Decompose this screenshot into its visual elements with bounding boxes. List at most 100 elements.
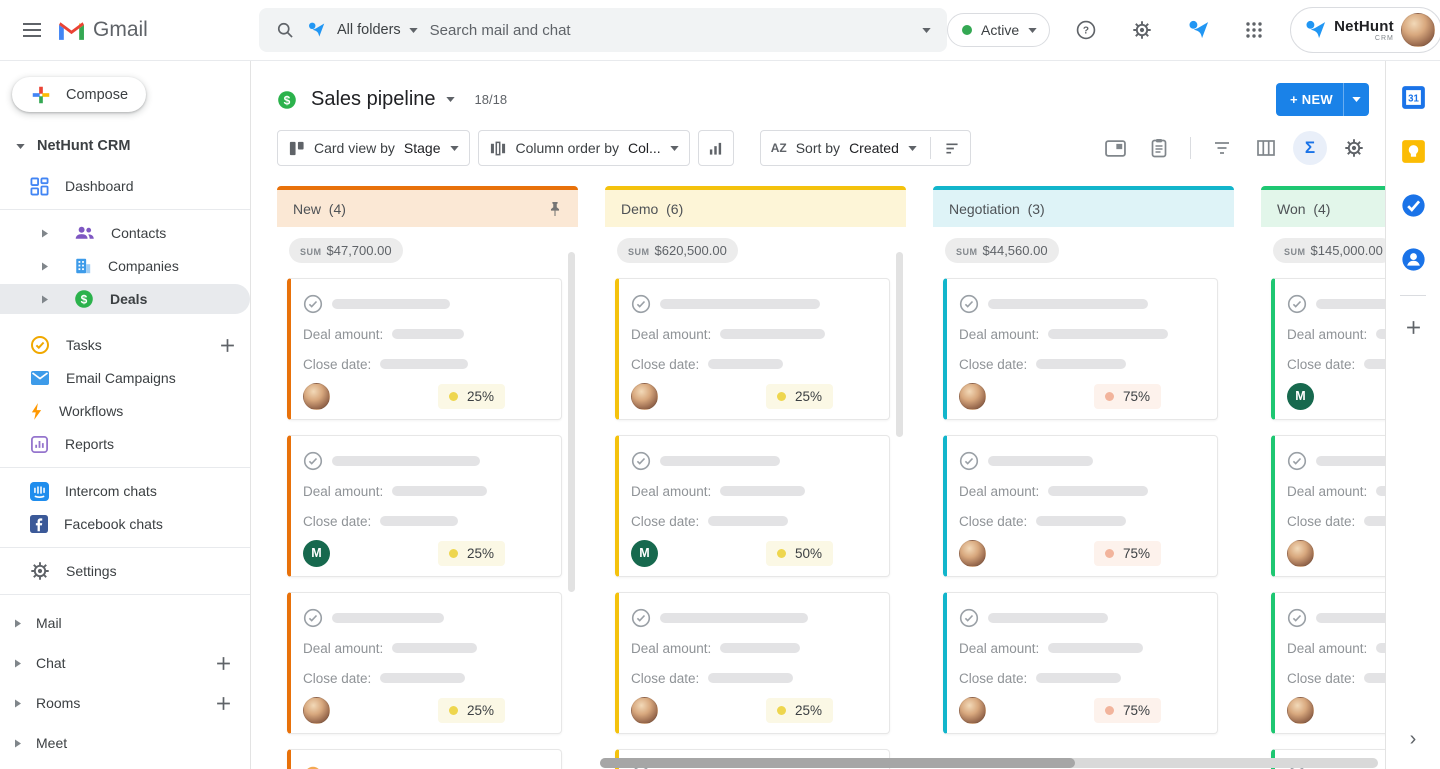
- check-circle-icon: [1287, 451, 1307, 471]
- sum-toggle-button[interactable]: Σ: [1293, 131, 1327, 165]
- deal-card[interactable]: Deal amount: Close date: 75%: [943, 278, 1218, 420]
- chevron-right-icon[interactable]: ›: [1409, 728, 1417, 750]
- sidebar-item-intercom-chats[interactable]: Intercom chats: [0, 476, 250, 506]
- probability-dot-icon: [448, 548, 458, 558]
- horizontal-scrollbar[interactable]: [600, 758, 1378, 768]
- deal-card[interactable]: $ Deal amount: Close date:: [287, 749, 562, 769]
- google-apps-button[interactable]: [1234, 10, 1274, 50]
- hamburger-menu-button[interactable]: [12, 10, 52, 50]
- deal-card[interactable]: Deal amount: Close date: M 25%: [287, 435, 562, 577]
- scrollbar-thumb[interactable]: [600, 758, 1075, 768]
- assignee-avatar[interactable]: M: [1287, 382, 1314, 410]
- new-button-dropdown[interactable]: [1343, 83, 1369, 116]
- column-order-dropdown[interactable]: Column order by Col...: [477, 130, 690, 166]
- sort-dropdown[interactable]: AZ Sort by Created: [759, 130, 971, 166]
- tree-chevron-icon[interactable]: [32, 262, 58, 271]
- google-tasks-icon[interactable]: [1401, 193, 1426, 218]
- view-settings-button[interactable]: [1337, 131, 1371, 165]
- search-icon[interactable]: [275, 20, 295, 40]
- gmail-logo[interactable]: Gmail: [58, 18, 148, 42]
- deal-card[interactable]: Deal amount: Close date: 25%: [615, 592, 890, 734]
- sidebar-section-chat[interactable]: Chat: [0, 643, 250, 683]
- add-addon-button[interactable]: [1405, 319, 1422, 336]
- sidebar-item-email-campaigns[interactable]: Email Campaigns: [0, 363, 250, 393]
- add-icon[interactable]: [219, 337, 236, 354]
- close-date-placeholder: [1364, 673, 1385, 683]
- tree-chevron-icon[interactable]: [32, 295, 58, 304]
- nethunt-account-pill[interactable]: NetHunt CRM: [1290, 7, 1440, 53]
- assignee-avatar[interactable]: [959, 382, 986, 410]
- tree-chevron-icon[interactable]: [32, 229, 58, 238]
- view-switch-chevron-icon[interactable]: [445, 97, 455, 102]
- help-button[interactable]: ?: [1066, 10, 1106, 50]
- search-input[interactable]: Search mail and chat: [429, 21, 571, 39]
- deal-card[interactable]: Deal amount: Close date: M: [1271, 278, 1385, 420]
- deal-card[interactable]: Deal amount: Close date: M 50%: [615, 435, 890, 577]
- assignee-avatar[interactable]: [303, 382, 330, 410]
- google-calendar-icon[interactable]: 31: [1401, 85, 1426, 110]
- companies-icon: [74, 257, 92, 275]
- new-record-button[interactable]: + NEW: [1275, 83, 1369, 116]
- sidebar-item-deals[interactable]: $ Deals: [0, 284, 250, 314]
- sidebar-item-contacts[interactable]: Contacts: [0, 218, 250, 248]
- sidebar-item-settings[interactable]: Settings: [0, 556, 250, 586]
- search-bar[interactable]: All folders Search mail and chat: [259, 8, 947, 52]
- deal-card[interactable]: Deal amount: Close date: 25%: [287, 592, 562, 734]
- column-scrollbar[interactable]: [568, 252, 575, 592]
- column-header[interactable]: New (4): [277, 190, 578, 227]
- column-header[interactable]: Won (4): [1261, 190, 1385, 227]
- assignee-avatar[interactable]: [631, 382, 658, 410]
- add-icon[interactable]: [215, 655, 232, 672]
- sidebar-item-facebook-chats[interactable]: Facebook chats: [0, 509, 250, 539]
- sidebar-item-reports[interactable]: Reports: [0, 429, 250, 459]
- card-preview-toggle[interactable]: [1098, 131, 1132, 165]
- sidebar-section-meet[interactable]: Meet: [0, 723, 250, 763]
- column-header[interactable]: Negotiation (3): [933, 190, 1234, 227]
- assignee-avatar[interactable]: [959, 696, 986, 724]
- column-stats-button[interactable]: [697, 130, 734, 166]
- nethunt-extension-button[interactable]: [1178, 10, 1218, 50]
- assignee-avatar[interactable]: [1287, 539, 1314, 567]
- section-label: Rooms: [36, 695, 81, 711]
- settings-button[interactable]: [1122, 10, 1162, 50]
- search-options-chevron-icon[interactable]: [922, 27, 931, 33]
- close-date-label: Close date:: [303, 356, 372, 372]
- column-header[interactable]: Demo (6): [605, 190, 906, 227]
- filter-button[interactable]: [1205, 131, 1239, 165]
- sidebar-item-companies[interactable]: Companies: [0, 251, 250, 281]
- status-label: Active: [981, 22, 1020, 38]
- sidebar-section-nethunt-crm[interactable]: NetHunt CRM: [0, 112, 250, 168]
- assignee-avatar[interactable]: M: [631, 539, 658, 567]
- board-toolbar: Card view by Stage Column order by Col..…: [251, 122, 1385, 178]
- columns-button[interactable]: [1249, 131, 1283, 165]
- deal-card[interactable]: Deal amount: Close date:: [1271, 592, 1385, 734]
- card-view-dropdown[interactable]: Card view by Stage: [277, 130, 470, 166]
- assignee-avatar[interactable]: [1287, 696, 1314, 724]
- sidebar-section-mail[interactable]: Mail: [0, 603, 250, 643]
- sort-direction-icon[interactable]: [944, 142, 960, 155]
- sidebar-item-workflows[interactable]: Workflows: [0, 396, 250, 426]
- assignee-avatar[interactable]: [631, 696, 658, 724]
- add-icon[interactable]: [215, 695, 232, 712]
- user-avatar[interactable]: [1400, 13, 1435, 47]
- google-contacts-icon[interactable]: [1401, 247, 1426, 272]
- sidebar-item-dashboard[interactable]: Dashboard: [0, 171, 250, 201]
- compose-button[interactable]: Compose: [12, 77, 146, 112]
- sidebar-section-rooms[interactable]: Rooms: [0, 683, 250, 723]
- google-keep-icon[interactable]: [1401, 139, 1426, 164]
- availability-status-dropdown[interactable]: Active: [947, 13, 1051, 47]
- nethunt-icon: [1303, 19, 1327, 41]
- deal-card[interactable]: Deal amount: Close date: 75%: [943, 435, 1218, 577]
- deal-card[interactable]: Deal amount: Close date:: [1271, 435, 1385, 577]
- search-folder-dropdown[interactable]: All folders: [337, 22, 418, 38]
- deal-card[interactable]: Deal amount: Close date: 75%: [943, 592, 1218, 734]
- sidebar-item-tasks[interactable]: Tasks: [0, 330, 250, 360]
- deal-card[interactable]: Deal amount: Close date: 25%: [287, 278, 562, 420]
- deal-card[interactable]: Deal amount: Close date: 25%: [615, 278, 890, 420]
- pin-icon[interactable]: [548, 200, 562, 218]
- assignee-avatar[interactable]: [959, 539, 986, 567]
- assignee-avatar[interactable]: M: [303, 539, 330, 567]
- column-scrollbar[interactable]: [896, 252, 903, 437]
- clipboard-button[interactable]: [1142, 131, 1176, 165]
- assignee-avatar[interactable]: [303, 696, 330, 724]
